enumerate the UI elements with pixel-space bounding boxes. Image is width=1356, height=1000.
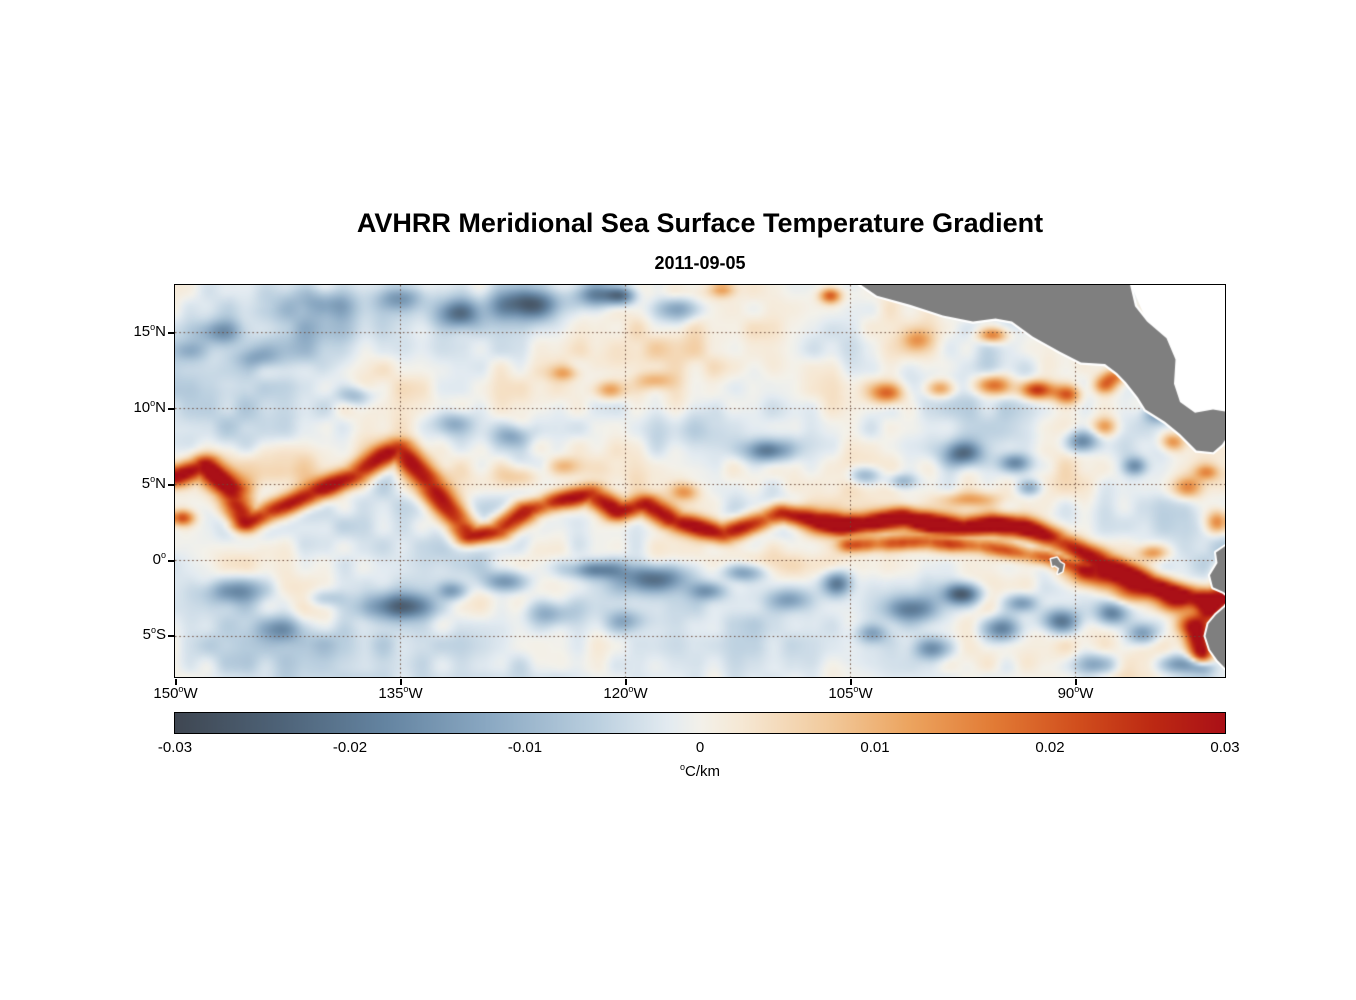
unit-text: C/km: [685, 763, 720, 780]
y-tick-mark: [168, 559, 174, 562]
y-tick-mark: [168, 635, 174, 638]
map-plot-area: [174, 284, 1226, 678]
colorbar-tick-label: 0.01: [860, 739, 890, 756]
x-tick-label: 90oW: [1057, 684, 1094, 702]
x-tick-label: 150oW: [153, 684, 198, 702]
colorbar-tick-label: -0.02: [332, 739, 368, 756]
colorbar-gradient-canvas: [175, 713, 1225, 733]
colorbar-tick-label: -0.01: [507, 739, 543, 756]
chart-date: 2011-09-05: [654, 253, 746, 273]
colorbar-tick-label: 0.03: [1210, 739, 1240, 756]
x-tick-label: 135oW: [378, 684, 423, 702]
colorbar-unit-label: oC/km: [175, 762, 1225, 780]
map-overlay-canvas: [175, 285, 1225, 677]
y-tick-label: 15oN: [133, 321, 166, 340]
y-tick-label: 10oN: [133, 397, 166, 416]
x-tick-mark: [174, 679, 177, 685]
x-tick-mark: [849, 679, 852, 685]
y-tick-mark: [168, 331, 174, 334]
degree-symbol: o: [679, 762, 685, 772]
x-tick-mark: [624, 679, 627, 685]
x-tick-label: 105oW: [828, 684, 873, 702]
y-tick-mark: [168, 407, 174, 410]
colorbar-tick-label: 0: [695, 739, 705, 756]
colorbar-tick-label: 0.02: [1035, 739, 1065, 756]
x-tick-mark: [1074, 679, 1077, 685]
x-tick-mark: [399, 679, 402, 685]
x-tick-label: 120oW: [603, 684, 648, 702]
colorbar-tick-label: -0.03: [157, 739, 193, 756]
colorbar: [174, 712, 1226, 734]
y-tick-label: 0o: [152, 549, 166, 568]
y-tick-label: 5oN: [141, 473, 166, 492]
y-tick-label: 5oS: [142, 625, 166, 644]
chart-title: AVHRR Meridional Sea Surface Temperature…: [356, 208, 1044, 238]
y-tick-mark: [168, 483, 174, 486]
